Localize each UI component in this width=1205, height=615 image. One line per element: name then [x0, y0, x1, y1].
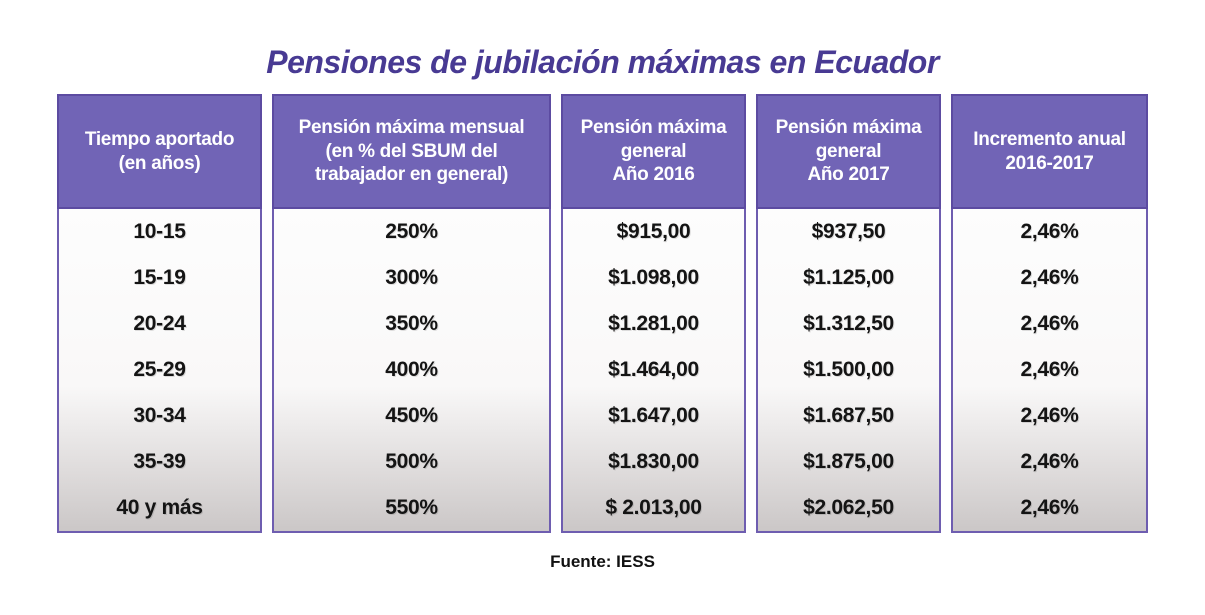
table-cell: 500%	[385, 450, 438, 473]
table-column-4: Incremento anual 2016-2017 2,46% 2,46% 2,46…	[951, 94, 1148, 533]
table-cell: 300%	[385, 266, 438, 289]
table-cell: $1.125,00	[803, 266, 894, 289]
column-body: 250% 300% 350% 400% 450% 500% 550%	[272, 209, 551, 533]
column-header: Tiempo aportado (en años)	[57, 94, 262, 209]
table-column-2: Pensión máxima general Año 2016 $915,00 $1…	[561, 94, 746, 533]
table-cell: $915,00	[616, 220, 691, 243]
table-cell: 40 y más	[116, 496, 203, 519]
table-cell: $1.464,00	[608, 358, 699, 381]
table-cell: 2,46%	[1020, 404, 1079, 427]
table-cell: 2,46%	[1020, 312, 1079, 335]
column-body: $915,00 $1.098,00 $1.281,00 $1.464,00 $1.647…	[561, 209, 746, 533]
table-cell: $1.830,00	[608, 450, 699, 473]
table-cell: $1.500,00	[803, 358, 894, 381]
table-cell: 250%	[385, 220, 438, 243]
column-header: Pensión máxima general Año 2017	[756, 94, 941, 209]
pension-table: Tiempo aportado (en años) 10-15 15-19 20-24…	[57, 94, 1148, 533]
table-cell: 550%	[385, 496, 438, 519]
table-cell: 35-39	[133, 450, 186, 473]
table-cell: $1.875,00	[803, 450, 894, 473]
table-cell: 30-34	[133, 404, 186, 427]
table-cell: $1.312,50	[803, 312, 894, 335]
table-cell: $937,50	[811, 220, 886, 243]
page-title: Pensiones de jubilación máximas en Ecuad…	[266, 44, 939, 80]
table-cell: 2,46%	[1020, 266, 1079, 289]
column-body: 2,46% 2,46% 2,46% 2,46% 2,46% 2,46% 2,46%	[951, 209, 1148, 533]
table-cell: 2,46%	[1020, 220, 1079, 243]
table-column-3: Pensión máxima general Año 2017 $937,50 $1…	[756, 94, 941, 533]
table-cell: 25-29	[133, 358, 186, 381]
table-cell: 2,46%	[1020, 450, 1079, 473]
table-cell: 350%	[385, 312, 438, 335]
table-column-0: Tiempo aportado (en años) 10-15 15-19 20-24…	[57, 94, 262, 533]
infographic-page: Pensiones de jubilación máximas en Ecuad…	[0, 44, 1205, 615]
table-cell: $2.062,50	[803, 496, 894, 519]
table-cell: $1.098,00	[608, 266, 699, 289]
column-header: Pensión máxima general Año 2016	[561, 94, 746, 209]
column-body: $937,50 $1.125,00 $1.312,50 $1.500,00 $1.687…	[756, 209, 941, 533]
table-cell: 15-19	[133, 266, 186, 289]
table-cell: $1.281,00	[608, 312, 699, 335]
table-cell: 400%	[385, 358, 438, 381]
table-cell: 10-15	[133, 220, 186, 243]
table-cell: 450%	[385, 404, 438, 427]
table-cell: 2,46%	[1020, 358, 1079, 381]
table-cell: $1.687,50	[803, 404, 894, 427]
column-header: Incremento anual 2016-2017	[951, 94, 1148, 209]
table-cell: 2,46%	[1020, 496, 1079, 519]
column-body: 10-15 15-19 20-24 25-29 30-34 35-39 40 y más	[57, 209, 262, 533]
column-header: Pensión máxima mensual (en % del SBUM de…	[272, 94, 551, 209]
table-cell: $1.647,00	[608, 404, 699, 427]
source-caption: Fuente: IESS	[550, 552, 655, 571]
table-cell: $ 2.013,00	[605, 496, 702, 519]
table-cell: 20-24	[133, 312, 186, 335]
table-column-1: Pensión máxima mensual (en % del SBUM de…	[272, 94, 551, 533]
